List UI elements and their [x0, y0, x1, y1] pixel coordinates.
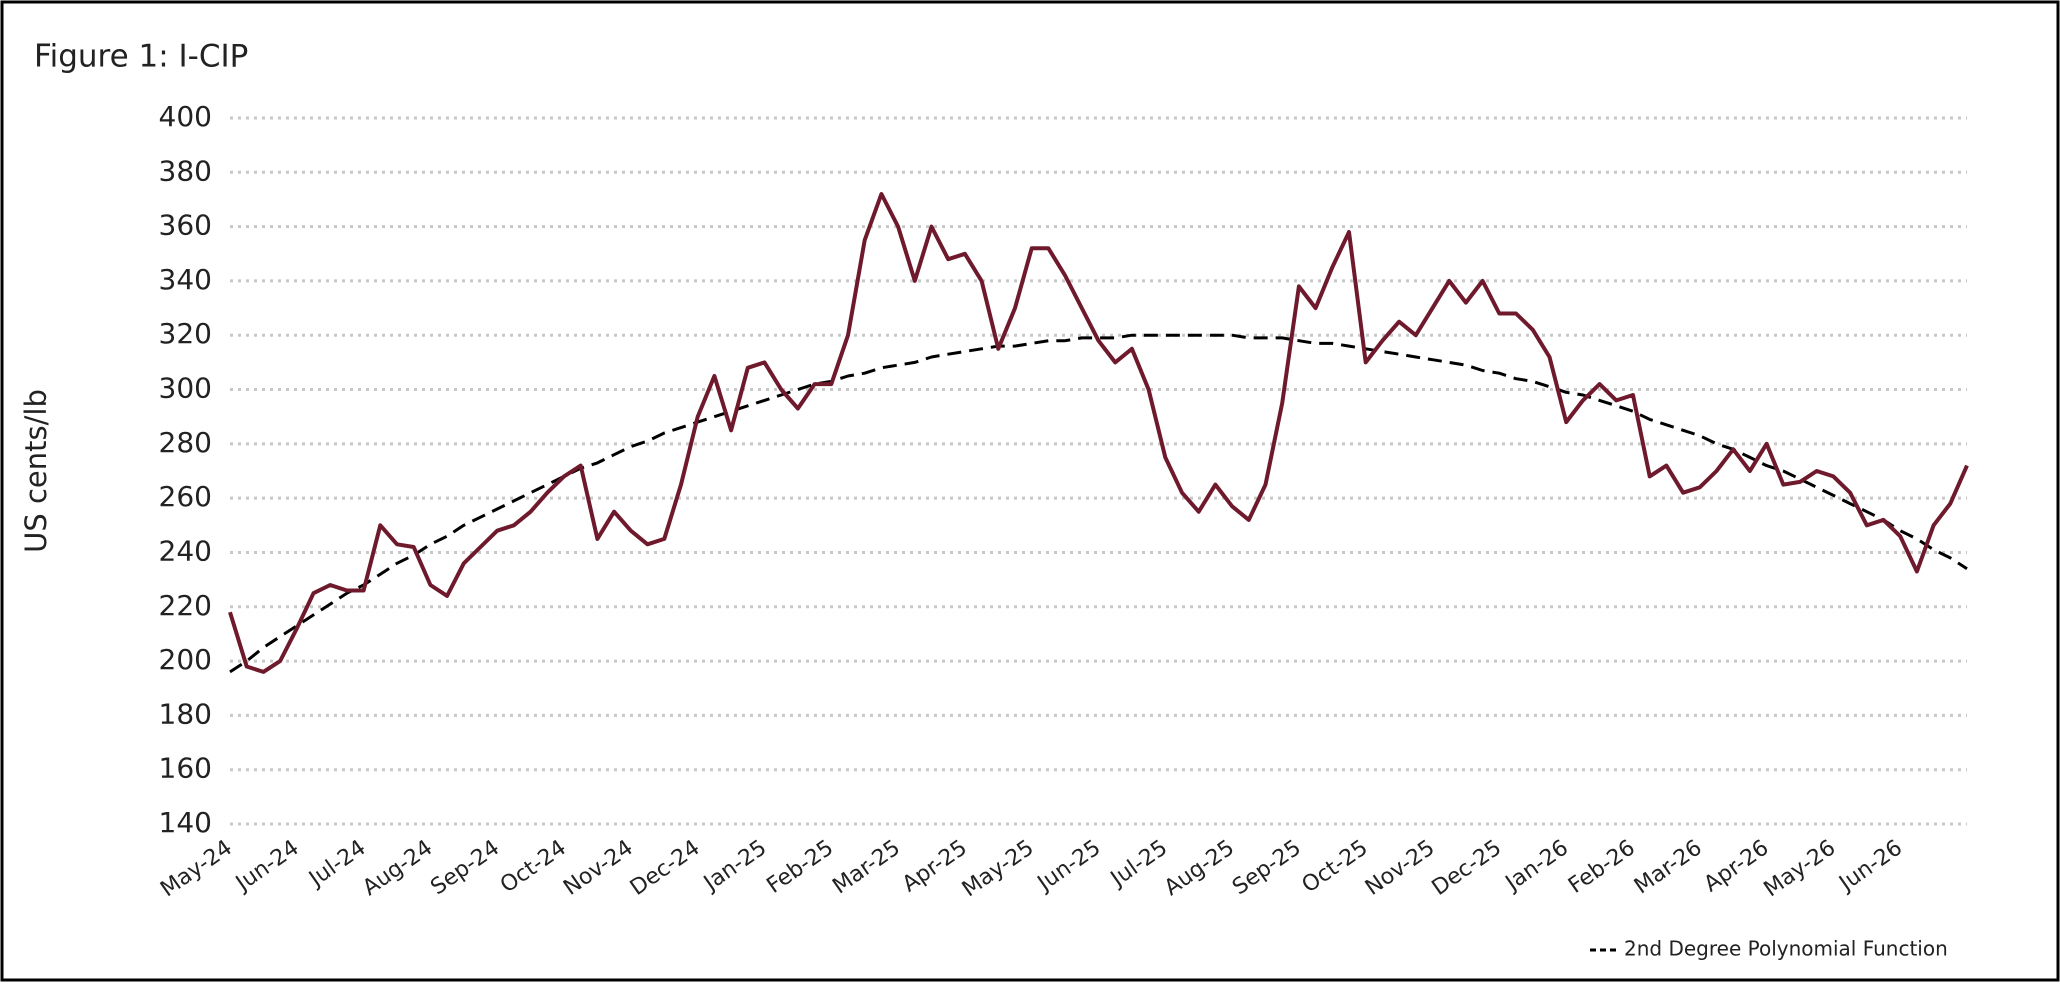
y-tick-label: 360 — [159, 209, 212, 242]
trend-line — [229, 333, 1968, 674]
y-tick-label: 340 — [159, 263, 212, 296]
y-tick-label: 260 — [159, 480, 212, 513]
y-tick-label: 400 — [159, 100, 212, 133]
legend-label: 2nd Degree Polynomial Function — [1624, 937, 1948, 961]
y-tick-label: 140 — [159, 806, 212, 839]
y-tick-label: 160 — [159, 752, 212, 785]
y-tick-label: 220 — [159, 589, 212, 622]
y-tick-label: 320 — [159, 317, 212, 350]
y-tick-label: 280 — [159, 426, 212, 459]
data-line — [228, 192, 1969, 674]
y-axis-label: US cents/lb — [19, 389, 53, 553]
y-tick-label: 200 — [159, 643, 212, 676]
y-tick-label: 380 — [159, 154, 212, 187]
y-tick-label: 240 — [159, 534, 212, 567]
chart-title: Figure 1: I-CIP — [34, 39, 248, 75]
y-tick-label: 300 — [159, 372, 212, 405]
y-tick-label: 180 — [159, 697, 212, 730]
